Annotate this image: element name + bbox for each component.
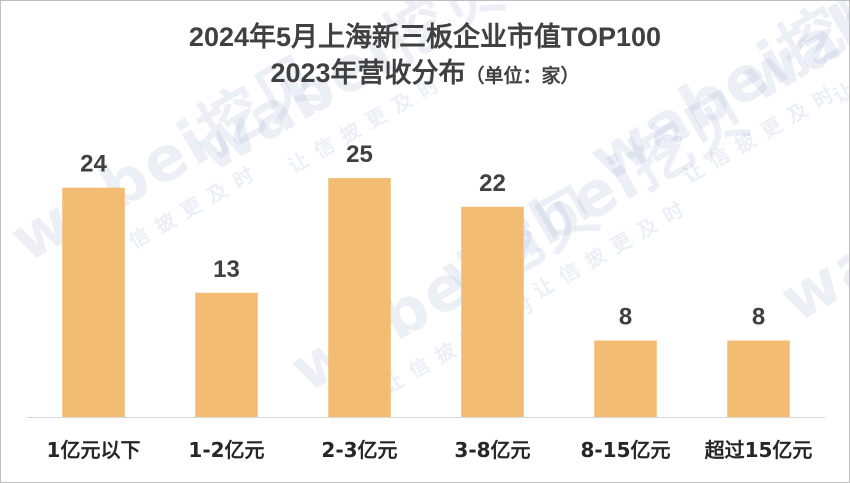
data-label: 25 — [346, 141, 373, 168]
chart-title: 2024年5月上海新三板企业市值TOP100 — [188, 22, 662, 52]
data-label: 13 — [213, 256, 240, 283]
bar-5 — [594, 340, 657, 417]
bar-3 — [328, 178, 391, 417]
data-label: 8 — [752, 304, 765, 331]
chart-unit: （单位：家） — [465, 66, 580, 87]
data-label: 22 — [479, 170, 506, 197]
category-label: 1-2亿元 — [188, 438, 264, 462]
chart-subtitle-text: 2023年营收分布 — [270, 58, 466, 88]
bar-4 — [461, 206, 524, 417]
bar-1 — [62, 187, 125, 417]
data-labels: 24 13 25 22 8 8 — [80, 141, 765, 330]
data-label: 24 — [80, 151, 107, 178]
category-label: 3-8亿元 — [454, 438, 530, 462]
category-label: 1亿元以下 — [47, 438, 141, 462]
data-label: 8 — [619, 304, 632, 331]
bars — [62, 178, 790, 417]
chart-subtitle: 2023年营收分布（单位：家） — [1, 57, 849, 93]
bar-2 — [195, 292, 258, 417]
bar-6 — [727, 340, 790, 417]
category-label: 2-3亿元 — [321, 438, 397, 462]
category-label: 8-15亿元 — [580, 438, 670, 462]
category-labels: 1亿元以下 1-2亿元 2-3亿元 3-8亿元 8-15亿元 超过15亿元 — [47, 438, 813, 462]
category-label: 超过15亿元 — [704, 438, 813, 462]
